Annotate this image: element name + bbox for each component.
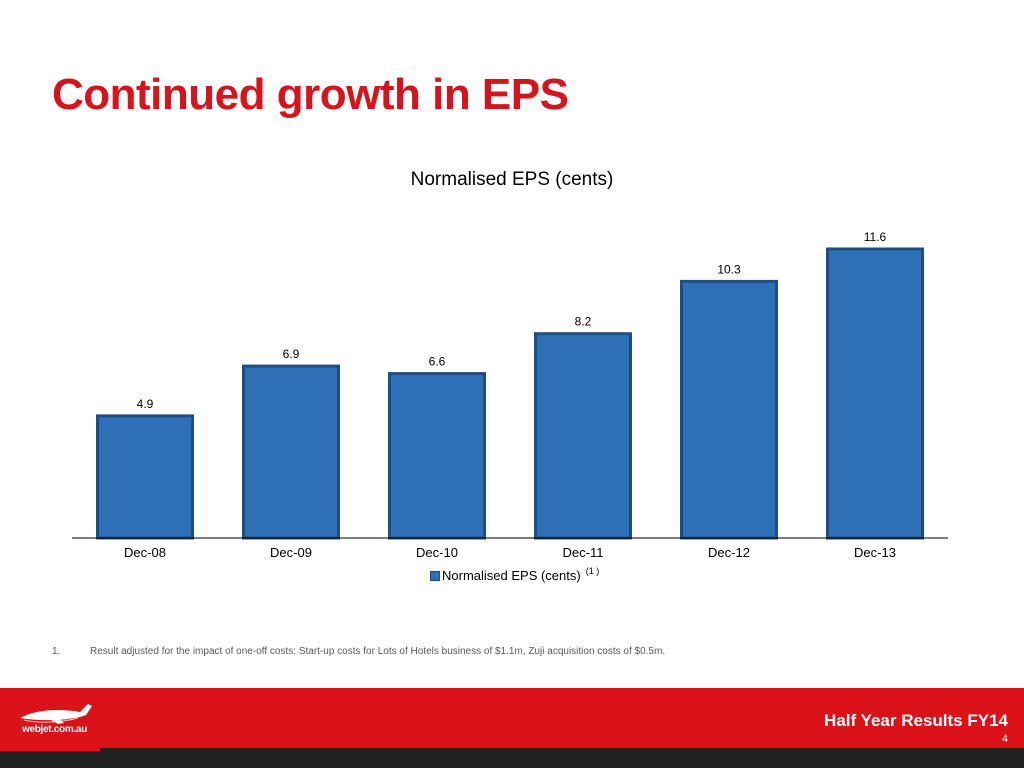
footnote: 1. Result adjusted for the impact of one… xyxy=(52,646,665,657)
legend-footnote-ref: (1 ) xyxy=(585,566,600,576)
bar-dec-10 xyxy=(388,372,486,540)
footnote-text: Result adjusted for the impact of one-of… xyxy=(90,646,666,657)
webjet-plane-logo-icon xyxy=(20,704,92,724)
data-label-dec-13: 11.6 xyxy=(864,230,887,244)
data-label-dec-11: 8.2 xyxy=(575,315,592,329)
data-label-dec-09: 6.9 xyxy=(283,347,300,361)
chart-legend: Normalised EPS (cents) (1 ) xyxy=(430,566,600,583)
chart-title: Normalised EPS (cents) xyxy=(410,169,614,190)
footer-dark-strip xyxy=(0,748,1024,768)
logo-tab xyxy=(0,748,100,751)
x-tick-label-dec-09: Dec-09 xyxy=(270,545,312,560)
bar-dec-12 xyxy=(680,279,778,540)
slide-title: Continued growth in EPS xyxy=(52,70,569,119)
x-tick-label-dec-12: Dec-12 xyxy=(708,545,750,560)
footer-title: Half Year Results FY14 xyxy=(824,711,1008,730)
data-label-dec-10: 6.6 xyxy=(429,355,446,369)
x-tick-label-dec-11: Dec-11 xyxy=(563,545,604,560)
data-label-dec-12: 10.3 xyxy=(717,262,741,276)
logo-text: webjet.com.au xyxy=(22,724,88,735)
x-tick-label-dec-10: Dec-10 xyxy=(416,545,458,560)
bar-dec-13 xyxy=(826,247,924,540)
footer-bar xyxy=(0,688,1024,748)
x-tick-label-dec-13: Dec-13 xyxy=(854,545,896,560)
data-label-dec-08: 4.9 xyxy=(137,397,154,411)
footnote-number: 1. xyxy=(52,646,61,657)
legend-label: Normalised EPS (cents) xyxy=(442,568,581,583)
eps-bar-chart: 4.9 Dec-08 6.9 Dec-09 6.6 Dec-10 8.2 Dec-11 10.3… xyxy=(72,230,948,560)
bar-dec-09 xyxy=(242,364,340,540)
bar-dec-08 xyxy=(96,414,194,540)
legend-swatch xyxy=(430,571,440,581)
page-number: 4 xyxy=(1001,733,1008,745)
bar-dec-11 xyxy=(534,332,632,540)
x-tick-label-dec-08: Dec-08 xyxy=(124,545,166,560)
